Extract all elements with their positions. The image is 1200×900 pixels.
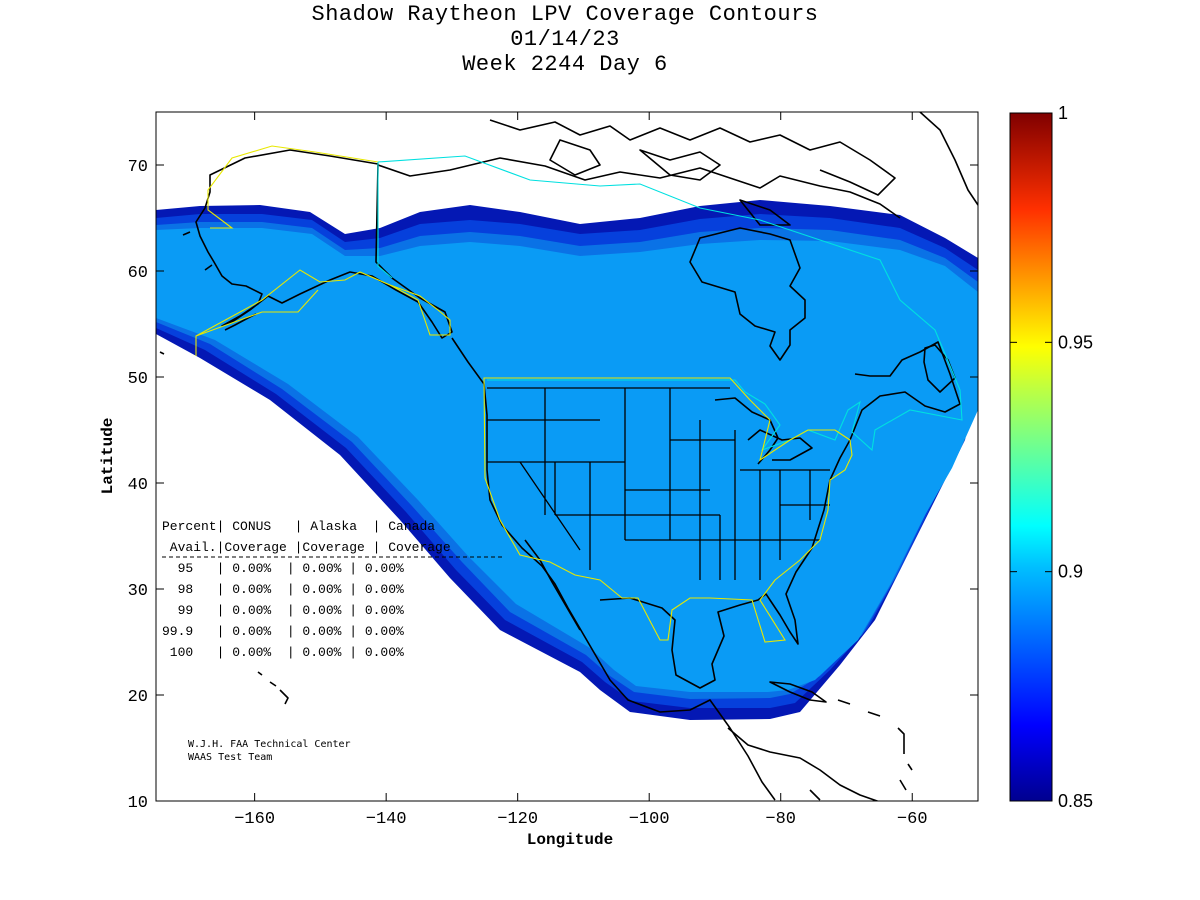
colorbar-tick-label: 0.9 <box>1058 562 1083 582</box>
aleutian-islands <box>159 231 257 355</box>
gulf-coastline <box>599 341 961 689</box>
caribbean-islands <box>837 699 913 791</box>
stats-row-99-9: 99.9 | 0.00% | 0.00% | 0.00% <box>162 624 404 639</box>
plot-frame <box>155 111 979 802</box>
credit-block: W.J.H. FAA Technical Center WAAS Test Te… <box>188 739 351 763</box>
y-tick-label: 60 <box>128 264 148 283</box>
canada-arctic-coastline <box>377 157 901 219</box>
y-axis-label: Latitude <box>99 418 117 495</box>
baja-coastline <box>524 539 581 631</box>
y-tick-label: 70 <box>128 158 148 177</box>
hawaii-islands <box>257 671 289 705</box>
map-plot-area <box>156 112 978 801</box>
colorbar-tick-label: 0.95 <box>1058 332 1093 352</box>
coverage-contours <box>156 200 978 720</box>
colorbar-ticks: 0.85 0.9 0.95 1 <box>1010 103 1093 811</box>
chart-title-line-1: Shadow Raytheon LPV Coverage Contours <box>311 2 819 27</box>
stats-row-98: 98 | 0.00% | 0.00% | 0.00% <box>162 582 404 597</box>
x-axis-label: Longitude <box>527 831 613 849</box>
credit-line-1: W.J.H. FAA Technical Center <box>188 739 351 750</box>
coverage-band-main <box>156 228 978 692</box>
state-boundaries <box>487 387 830 580</box>
stats-row-100: 100 | 0.00% | 0.00% | 0.00% <box>162 645 404 660</box>
x-tick-label: −160 <box>234 810 275 829</box>
colorbar-gradient <box>1009 112 1053 802</box>
x-tick-label: −100 <box>629 810 670 829</box>
y-tick-label: 40 <box>128 476 148 495</box>
hudson-bay-coastline <box>689 227 806 361</box>
chart-title-line-3: Week 2244 Day 6 <box>462 52 668 77</box>
y-tick-label: 50 <box>128 370 148 389</box>
stats-header-1: Percent| CONUS | Alaska | Canada <box>162 519 435 534</box>
y-tick-label: 30 <box>128 582 148 601</box>
credit-line-2: WAAS Test Team <box>188 752 272 763</box>
x-tick-label: −60 <box>897 810 928 829</box>
x-tick-label: −120 <box>497 810 538 829</box>
y-axis-ticks: 10 20 30 40 50 60 70 <box>128 158 978 813</box>
greenland-coastline <box>919 112 978 206</box>
stats-header-2: Avail.|Coverage |Coverage | Coverage <box>162 540 451 555</box>
colorbar-tick-label: 0.85 <box>1058 791 1093 811</box>
conus-service-boundary <box>483 377 853 643</box>
us-state-lines <box>487 387 830 580</box>
x-tick-label: −140 <box>366 810 407 829</box>
stats-row-95: 95 | 0.00% | 0.00% | 0.00% <box>162 561 404 576</box>
coastline-layer <box>159 112 978 801</box>
central-america-coastline <box>727 727 880 801</box>
service-area-boundaries <box>195 145 963 643</box>
cuba-coastline <box>769 681 827 703</box>
alaska-service-boundary <box>195 145 451 356</box>
newfoundland-coastline <box>923 344 956 393</box>
colorbar: 0.85 0.9 0.95 1 <box>1009 103 1093 811</box>
y-tick-label: 10 <box>128 794 148 813</box>
x-axis-ticks: −160 −140 −120 −100 −80 −60 <box>234 112 928 829</box>
stats-row-99: 99 | 0.00% | 0.00% | 0.00% <box>162 603 404 618</box>
x-tick-label: −80 <box>765 810 796 829</box>
y-tick-label: 20 <box>128 688 148 707</box>
colorbar-tick-label: 1 <box>1058 103 1068 123</box>
canada-service-boundary <box>377 155 963 452</box>
chart-title-line-2: 01/14/23 <box>510 27 620 52</box>
coverage-stats-table: Percent| CONUS | Alaska | Canada Avail.|… <box>162 519 502 660</box>
arctic-islands <box>489 119 896 226</box>
